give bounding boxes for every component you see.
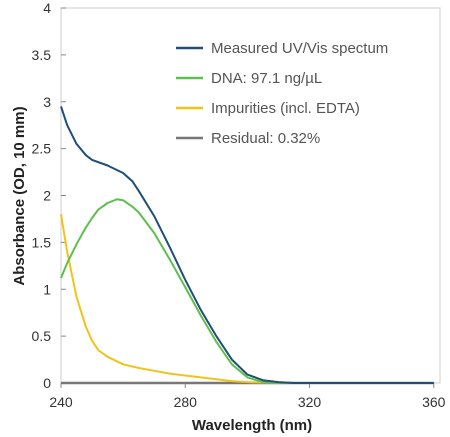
x-tick-label: 320 — [298, 394, 322, 410]
series-line-dna-97-1-ng-l — [60, 198, 434, 384]
legend-label: Residual: 0.32% — [211, 130, 320, 147]
legend-item: Impurities (incl. EDTA) — [176, 100, 360, 117]
y-tick-label: 1 — [43, 281, 51, 297]
y-axis-title: Absorbance (OD, 10 mm) — [11, 106, 28, 285]
y-tick-label: 2.5 — [32, 141, 52, 157]
plot-frame — [60, 7, 441, 384]
x-tick-label: 360 — [422, 394, 446, 410]
series-lines — [60, 106, 434, 385]
legend-item: Measured UV/Vis spectum — [176, 40, 388, 57]
x-axis-title: Wavelength (nm) — [192, 417, 312, 434]
y-tick-label: 3.5 — [32, 47, 52, 63]
series-line-measured-uv-vis-spectum — [60, 106, 434, 384]
legend-label: Impurities (incl. EDTA) — [211, 100, 360, 117]
y-tick-label: 2 — [43, 188, 51, 204]
y-tick-label: 0 — [43, 375, 51, 391]
y-tick-label: 4 — [43, 0, 51, 16]
legend-item: DNA: 97.1 ng/µL — [176, 70, 322, 87]
x-tick-label: 240 — [49, 394, 73, 410]
y-tick-label: 3 — [43, 94, 51, 110]
y-axis-ticks: 0 0.5 1 1.5 2 2.5 3 3.5 4 — [32, 0, 66, 391]
legend-item: Residual: 0.32% — [176, 130, 320, 147]
x-axis-ticks: 240 280 320 360 — [49, 383, 446, 410]
y-tick-label: 1.5 — [32, 234, 52, 250]
y-tick-label: 0.5 — [32, 328, 52, 344]
legend: Measured UV/Vis spectum DNA: 97.1 ng/µL Im… — [176, 40, 388, 147]
x-tick-label: 280 — [174, 394, 198, 410]
legend-label: DNA: 97.1 ng/µL — [211, 70, 322, 87]
legend-label: Measured UV/Vis spectum — [211, 40, 388, 57]
